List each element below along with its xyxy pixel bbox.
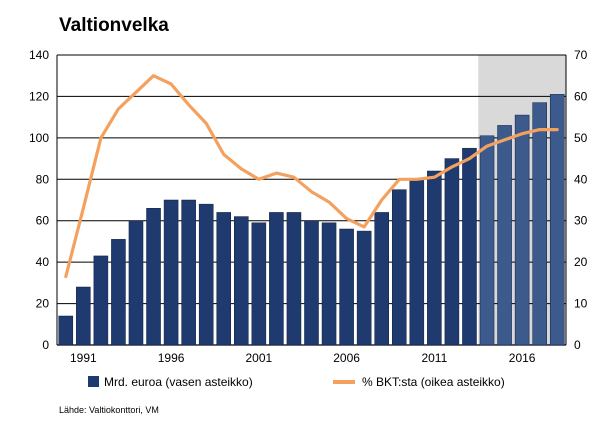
bar xyxy=(514,114,530,346)
bar xyxy=(76,286,91,346)
legend-label-line: % BKT:sta (oikea asteikko) xyxy=(362,375,505,389)
chart-title: Valtionvelka xyxy=(59,15,169,36)
bar xyxy=(321,222,337,346)
x-tick-label: 2016 xyxy=(509,351,536,365)
y-right-tick-label: 70 xyxy=(574,48,588,62)
bar xyxy=(304,220,319,346)
bar xyxy=(532,102,547,346)
x-tick-label: 2006 xyxy=(333,351,360,365)
bar xyxy=(58,315,74,346)
y-left-tick-label: 40 xyxy=(36,255,50,269)
legend-label-bar: Mrd. euroa (vasen asteikko) xyxy=(104,375,253,389)
y-left-tick-label: 60 xyxy=(36,214,50,228)
bar xyxy=(444,158,460,346)
y-left-tick-label: 100 xyxy=(29,131,49,145)
y-right-tick-label: 60 xyxy=(574,89,588,103)
y-left-tick-label: 20 xyxy=(36,297,50,311)
bar xyxy=(356,230,372,346)
y-right-tick-label: 40 xyxy=(574,172,588,186)
x-tick-label: 2011 xyxy=(421,351,447,365)
source-note: Lähde: Valtiokonttori, VM xyxy=(59,405,159,415)
bar xyxy=(391,189,407,346)
y-left-tick-label: 140 xyxy=(29,48,49,62)
y-left-tick-label: 80 xyxy=(36,172,50,186)
y-right-tick-label: 30 xyxy=(574,214,588,228)
bar xyxy=(269,212,284,346)
y-left-tick-label: 120 xyxy=(29,89,49,103)
bar xyxy=(181,199,196,346)
bar xyxy=(251,222,267,346)
bar xyxy=(286,212,302,346)
bar xyxy=(234,216,249,346)
bar xyxy=(163,199,179,346)
bar xyxy=(409,179,425,346)
y-right-tick-label: 0 xyxy=(574,338,581,352)
y-right-tick-label: 10 xyxy=(574,297,588,311)
bar xyxy=(462,147,477,346)
bar xyxy=(216,212,232,346)
plot-area: 0 20 40 60 80 100 120 140 0 10 20 30 40 50 60 70 1991 199… xyxy=(29,48,588,365)
bar xyxy=(374,212,389,346)
bar xyxy=(128,220,144,346)
legend: Mrd. euroa (vasen asteikko) % BKT:sta (o… xyxy=(88,375,505,389)
y-right-tick-label: 20 xyxy=(574,255,588,269)
bar xyxy=(198,203,214,346)
x-tick-label: 1991 xyxy=(70,351,97,365)
bar xyxy=(479,135,495,346)
series-line-bkt xyxy=(64,74,559,279)
bar xyxy=(497,125,512,346)
bar xyxy=(146,208,161,346)
y-left-tick-label: 0 xyxy=(42,338,49,352)
x-tick-label: 1996 xyxy=(158,351,185,365)
bar xyxy=(111,239,126,346)
bar xyxy=(339,228,354,346)
bar xyxy=(427,170,442,346)
bar xyxy=(549,94,565,346)
y-right-tick-label: 50 xyxy=(574,131,588,145)
bar xyxy=(93,255,109,346)
legend-swatch-bar xyxy=(88,376,99,387)
x-tick-label: 2001 xyxy=(245,351,272,365)
